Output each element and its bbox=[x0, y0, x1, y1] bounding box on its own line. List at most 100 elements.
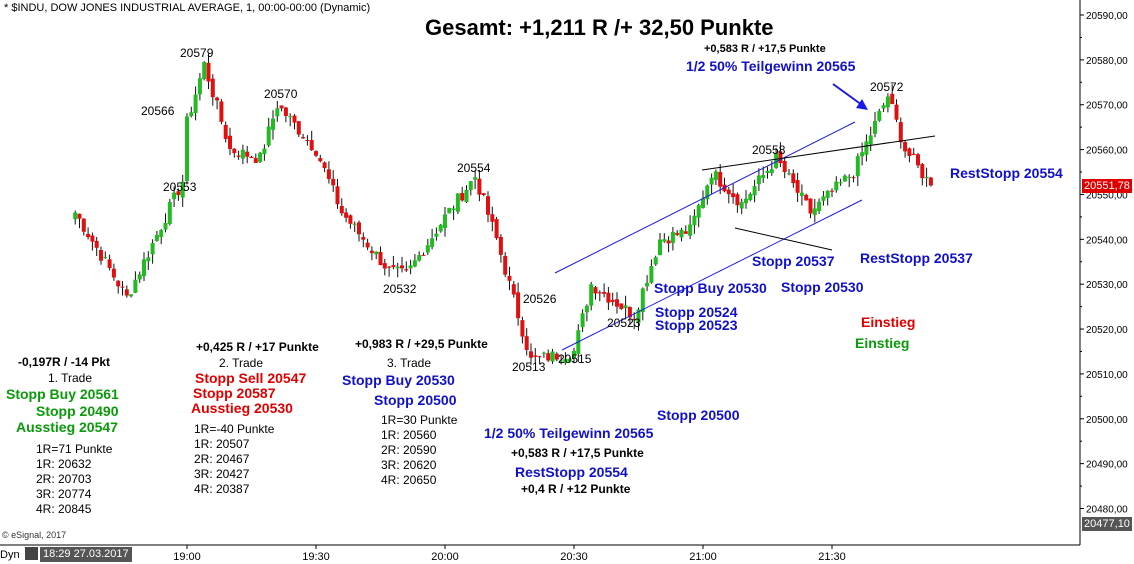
candle-body bbox=[344, 212, 349, 218]
candle-body bbox=[215, 97, 220, 101]
candle-body bbox=[417, 255, 422, 261]
candle-body bbox=[503, 255, 508, 275]
candle-body bbox=[86, 233, 91, 238]
candle-body bbox=[627, 306, 632, 318]
price-label: 20553 bbox=[163, 180, 197, 194]
price-label: 20579 bbox=[180, 46, 214, 60]
candle-body bbox=[606, 292, 611, 303]
trade1-target: 1R: 20632 bbox=[36, 457, 92, 471]
trade1-r: 1R=71 Punkte bbox=[36, 442, 113, 456]
trade3-r: 1R=30 Punkte bbox=[381, 413, 458, 427]
candle-body bbox=[339, 205, 344, 214]
candle-body bbox=[731, 193, 736, 198]
candle-body bbox=[903, 142, 908, 152]
candle-body bbox=[795, 180, 800, 193]
candle-body bbox=[782, 160, 787, 173]
candle-body bbox=[812, 208, 817, 215]
candle-body bbox=[301, 137, 306, 139]
candle-body bbox=[404, 269, 409, 271]
candle-body bbox=[855, 156, 860, 177]
candle-body bbox=[305, 139, 310, 141]
candle-body bbox=[666, 240, 671, 244]
candle-body bbox=[443, 214, 447, 229]
candle-body bbox=[107, 259, 112, 269]
chart-title: Gesamt: +1,211 R /+ 32,50 Punkte bbox=[425, 15, 774, 40]
candle-body bbox=[718, 171, 723, 187]
trade3-target: 3R: 20620 bbox=[381, 458, 437, 472]
dyn-mode-label[interactable]: Dyn bbox=[0, 549, 20, 561]
candle-body bbox=[279, 105, 284, 109]
candle-body bbox=[752, 186, 757, 196]
candle-body bbox=[920, 164, 925, 179]
candle-body bbox=[387, 266, 392, 268]
candle-body bbox=[477, 178, 482, 195]
candle-body bbox=[713, 171, 718, 180]
candle-body bbox=[683, 231, 688, 234]
candle-body bbox=[550, 351, 555, 362]
x-tick-label: 20:00 bbox=[431, 551, 459, 563]
candle-body bbox=[787, 173, 791, 175]
trade4-stop: Stopp 20500 bbox=[657, 407, 740, 423]
candle-body bbox=[137, 274, 142, 280]
candle-body bbox=[202, 62, 207, 80]
y-tick-label: 20480,00 bbox=[1086, 505, 1128, 516]
candle-body bbox=[696, 205, 701, 218]
candle-body bbox=[761, 175, 766, 178]
candle-body bbox=[615, 299, 619, 307]
candle-body bbox=[447, 207, 452, 214]
candle-body bbox=[395, 266, 400, 269]
price-label: 20566 bbox=[141, 104, 175, 118]
channel-lower-line bbox=[561, 199, 863, 351]
x-tick-label: 20:30 bbox=[560, 551, 588, 563]
candle-body bbox=[645, 283, 650, 287]
candle-body bbox=[597, 292, 602, 294]
candle-body bbox=[361, 236, 366, 240]
trade2-target: 1R: 20507 bbox=[194, 437, 250, 451]
price-label: 20570 bbox=[264, 87, 298, 101]
candle-body bbox=[868, 135, 873, 145]
trade2-r: 1R=-40 Punkte bbox=[194, 422, 275, 436]
candle-body bbox=[283, 107, 288, 117]
arrow-line bbox=[832, 83, 863, 106]
candle-body bbox=[593, 287, 598, 294]
candle-body bbox=[271, 118, 275, 130]
candle-body bbox=[473, 177, 478, 180]
candle-body bbox=[838, 182, 843, 184]
candle-body bbox=[804, 194, 809, 201]
candle-body bbox=[120, 286, 125, 288]
trade1-name: 1. Trade bbox=[48, 371, 93, 385]
trade3-target: 2R: 20590 bbox=[381, 443, 437, 457]
candle-body bbox=[142, 259, 146, 277]
candle-body bbox=[799, 192, 804, 196]
candle-body bbox=[584, 305, 589, 313]
candle-body bbox=[765, 170, 770, 174]
candle-body bbox=[778, 151, 783, 164]
symbol-label: * $INDU, DOW JONES INDUSTRIAL AVERAGE, 1… bbox=[4, 2, 371, 14]
candle-body bbox=[262, 148, 267, 155]
candle-body bbox=[412, 260, 417, 267]
trade1-exit: Ausstieg 20547 bbox=[16, 419, 118, 435]
candle-body bbox=[533, 355, 538, 357]
candle-body bbox=[288, 116, 293, 118]
trend-line bbox=[701, 135, 936, 171]
dyn-toggle-icon[interactable] bbox=[25, 547, 38, 560]
candle-body bbox=[206, 62, 211, 82]
candle-body bbox=[73, 212, 78, 220]
y-tick-label: 20520,00 bbox=[1086, 325, 1128, 336]
candle-body bbox=[408, 265, 413, 269]
candle-body bbox=[490, 214, 495, 222]
candle-body bbox=[756, 175, 761, 185]
trade3-stop: Stopp 20500 bbox=[374, 392, 457, 408]
trade2-name: 2. Trade bbox=[219, 356, 264, 370]
candle-body bbox=[907, 148, 912, 157]
candle-body bbox=[249, 156, 254, 159]
candle-body bbox=[670, 232, 675, 244]
candle-body bbox=[567, 358, 572, 362]
price-label: 20572 bbox=[870, 80, 904, 94]
candle-body bbox=[430, 238, 435, 247]
y-tick-label: 20510,00 bbox=[1086, 370, 1128, 381]
trade1-target: 2R: 20703 bbox=[36, 472, 92, 486]
candle-body bbox=[817, 201, 822, 212]
candle-body bbox=[464, 189, 469, 203]
